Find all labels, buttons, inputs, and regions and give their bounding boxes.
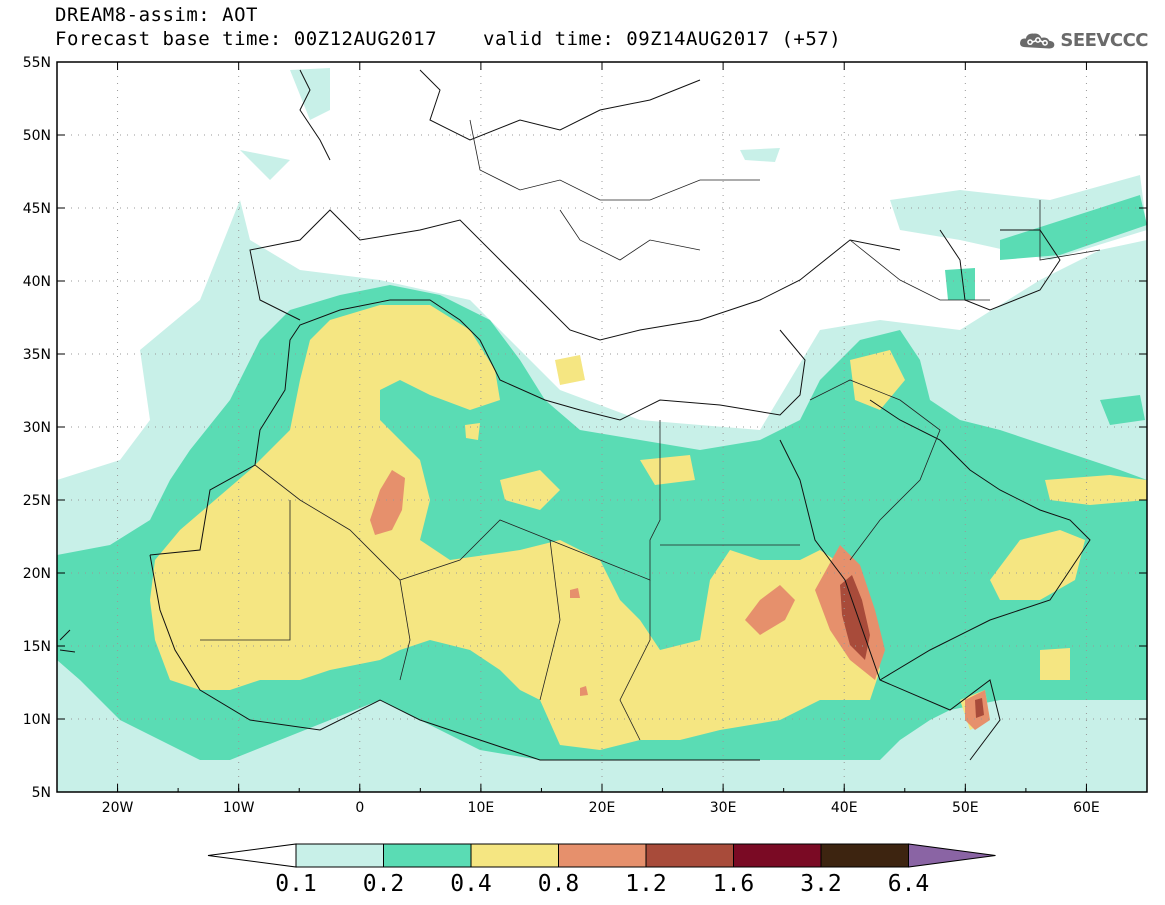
- lon-tick-label: 40E: [831, 800, 858, 816]
- lat-tick-label: 45N: [23, 201, 51, 217]
- colorbar-label: 3.2: [800, 871, 842, 897]
- cloud-icon: [1020, 33, 1055, 49]
- lon-tick-label: 10E: [468, 800, 495, 816]
- colorbar-segment: [558, 843, 647, 868]
- lon-tick-label: 10W: [223, 800, 255, 816]
- lon-tick-label: 30E: [710, 800, 737, 816]
- colorbar-label: 6.4: [887, 871, 930, 897]
- colorbar-label: 1.6: [712, 871, 755, 897]
- coastlines: [59, 69, 1091, 761]
- lon-tick-label: 60E: [1073, 800, 1100, 816]
- axis-ticks: [56, 61, 1148, 793]
- lat-tick-label: 30N: [23, 420, 51, 436]
- colorbar-label: 0.4: [450, 871, 492, 897]
- lat-tick-label: 40N: [23, 274, 51, 290]
- lat-tick-label: 20N: [23, 566, 51, 582]
- lon-tick-label: 20E: [589, 800, 616, 816]
- lat-tick-label: 10N: [23, 712, 51, 728]
- colorbar-label: 0.8: [537, 871, 580, 897]
- colorbar-segment: [470, 843, 559, 868]
- lat-tick-label: 50N: [23, 128, 51, 144]
- lon-tick-label: 50E: [952, 800, 979, 816]
- colorbar-label: 1.2: [625, 871, 667, 897]
- lon-tick-label: 20W: [102, 800, 134, 816]
- lon-tick-labels: 20W 10W 0 10E 20E 30E 40E 50E 60E: [102, 800, 1100, 816]
- valid-time: valid time: 09Z14AUG2017 (+57): [483, 28, 842, 50]
- seevccc-logo: SEEVCCC: [1018, 26, 1148, 54]
- lon-tick-label: 0: [355, 800, 364, 816]
- forecast-base-time: Forecast base time: 00Z12AUG2017: [55, 28, 438, 50]
- country-borders: [200, 119, 1101, 741]
- lat-tick-label: 25N: [23, 493, 51, 509]
- map-grid: [57, 62, 1147, 792]
- colorbar-label: 0.2: [362, 871, 405, 897]
- colorbar-segment: [645, 843, 734, 868]
- lat-tick-label: 15N: [23, 639, 51, 655]
- colorbar-segment: [295, 843, 384, 868]
- colorbar-segment: [383, 843, 472, 868]
- logo-text: SEEVCCC: [1060, 29, 1148, 51]
- colorbar-segment: [733, 843, 822, 868]
- lat-tick-labels: 5N 10N 15N 20N 25N 30N 35N 40N 45N 50N 55N: [23, 55, 51, 801]
- colorbar-segment: [820, 843, 909, 868]
- colorbar-high-arrow: [908, 843, 996, 868]
- colorbar-label: 0.1: [275, 871, 317, 897]
- lat-tick-label: 35N: [23, 347, 51, 363]
- colorbar: [207, 843, 996, 868]
- map-title: DREAM8-assim: AOT: [55, 4, 258, 26]
- colorbar-low-arrow: [207, 843, 297, 868]
- lat-tick-label: 5N: [32, 785, 51, 801]
- aot-level-1.2: [840, 575, 984, 718]
- lat-tick-label: 55N: [23, 55, 51, 71]
